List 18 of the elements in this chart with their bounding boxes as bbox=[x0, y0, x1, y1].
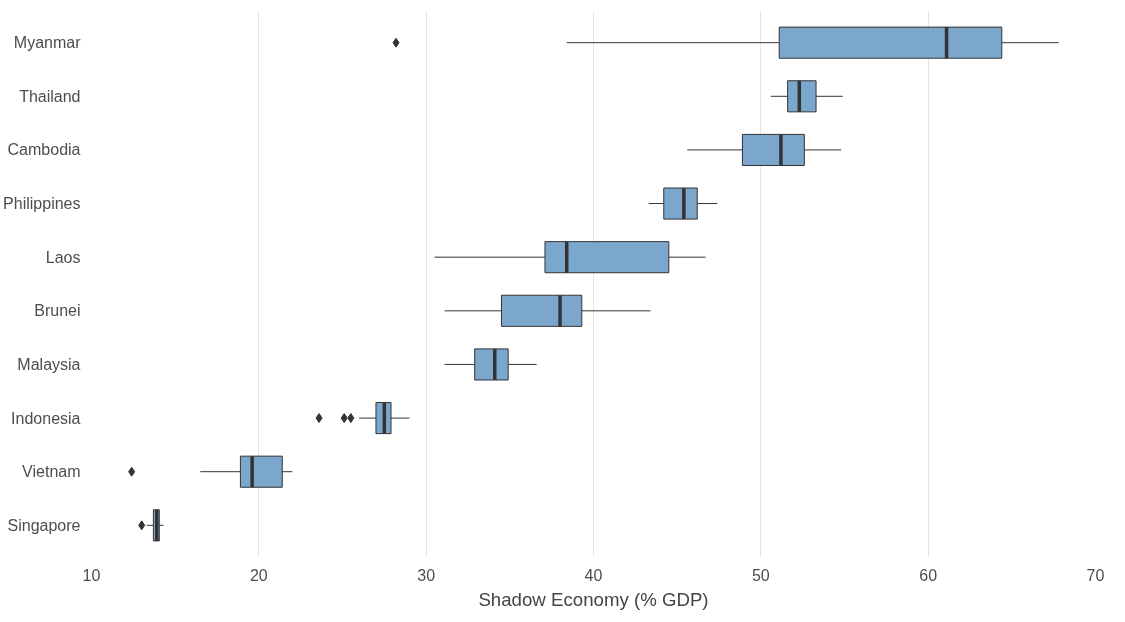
y-tick-label: Brunei bbox=[34, 302, 81, 320]
x-axis-title: Shadow Economy (% GDP) bbox=[478, 588, 709, 610]
y-tick-label: Vietnam bbox=[22, 463, 81, 481]
y-tick-label: Indonesia bbox=[11, 409, 81, 427]
y-tick-label: Malaysia bbox=[17, 355, 81, 373]
x-tick-label: 10 bbox=[82, 566, 101, 584]
y-tick-label: Myanmar bbox=[13, 34, 82, 52]
x-tick-label: 20 bbox=[249, 566, 268, 584]
x-tick-label: 50 bbox=[751, 566, 770, 584]
y-tick-label: Philippines bbox=[3, 195, 81, 213]
x-tick-label: 70 bbox=[1086, 566, 1105, 584]
x-tick-label: 60 bbox=[919, 566, 938, 584]
y-tick-label: Cambodia bbox=[7, 141, 81, 159]
y-tick-label: Singapore bbox=[7, 516, 81, 534]
y-tick-label: Laos bbox=[45, 248, 81, 266]
x-tick-label: 40 bbox=[584, 566, 603, 584]
y-tick-label: Thailand bbox=[19, 87, 81, 105]
x-tick-label: 30 bbox=[417, 566, 436, 584]
